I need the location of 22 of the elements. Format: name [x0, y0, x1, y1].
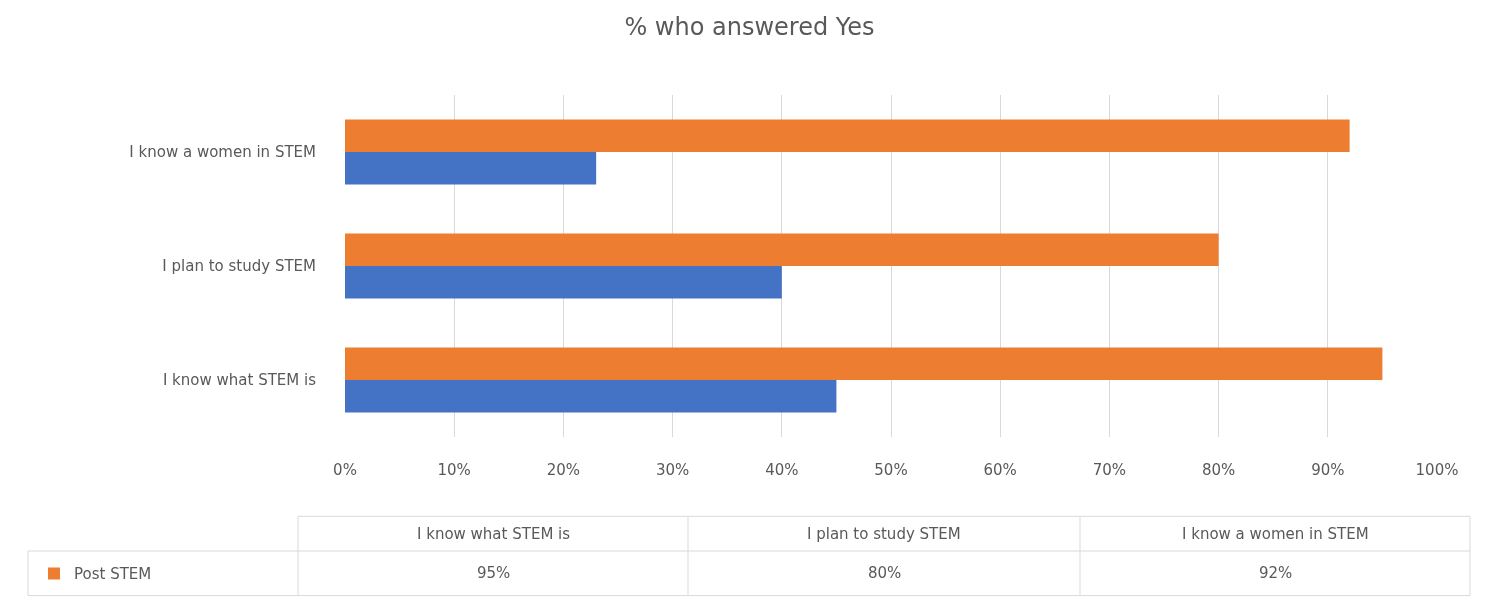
x-tick-label: 50% — [874, 461, 908, 479]
x-tick-label: 30% — [655, 461, 690, 479]
category-label: I plan to study STEM — [807, 525, 961, 543]
x-tick-label: 70% — [1092, 461, 1127, 479]
x-tick-label: 60% — [983, 461, 1017, 479]
x-tick-label: 80% — [1201, 461, 1236, 479]
text: 80% — [868, 564, 902, 582]
y-tick-label: I know a women in STEM — [129, 143, 316, 162]
y-tick-label: I plan to study STEM — [162, 257, 316, 276]
text: 92% — [1259, 564, 1293, 582]
category-label: I know what STEM is — [417, 525, 571, 543]
text: 95% — [477, 564, 511, 582]
x-tick-label: 90% — [1311, 461, 1345, 479]
x-tick-label: 100% — [1415, 461, 1459, 479]
category-label: I know a women in STEM — [1182, 525, 1369, 543]
y-tick-label: I know what STEM is — [162, 371, 317, 390]
legend-label: Post STEM — [74, 565, 152, 584]
chart-title: % who answered Yes — [624, 12, 875, 41]
x-tick-label: 0% — [333, 461, 357, 479]
x-tick-label: 20% — [546, 461, 581, 479]
x-tick-label: 40% — [765, 461, 799, 479]
x-tick-label: 10% — [437, 461, 471, 479]
